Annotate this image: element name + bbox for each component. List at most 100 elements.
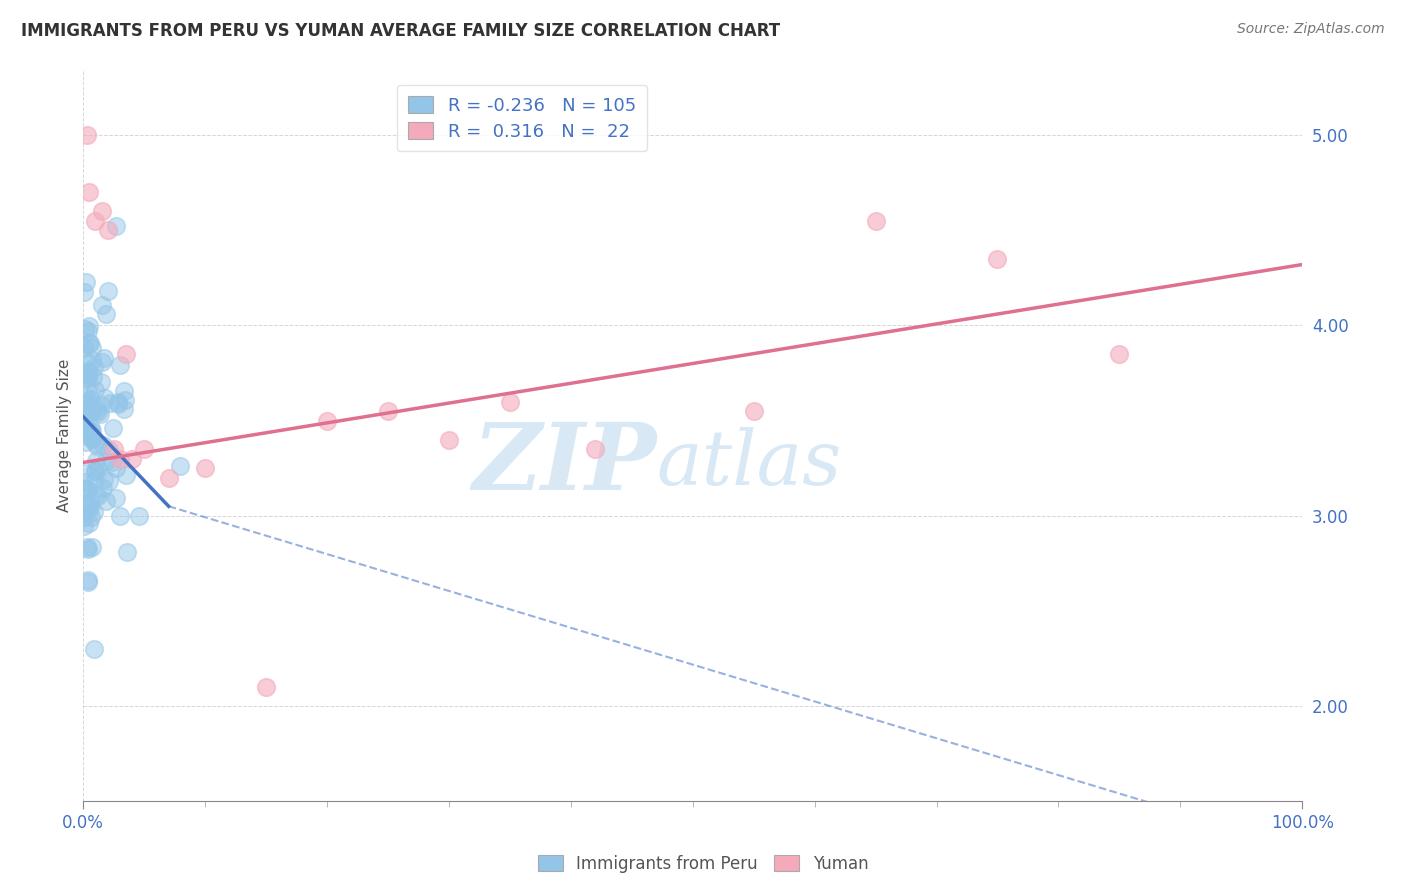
Point (73, 475, 96, 489)
Point (75, 483, 97, 497)
Point (76, 370, 98, 384)
Point (77, 573, 100, 587)
Point (73, 434, 96, 449)
Point (80, 431, 103, 445)
Point (76, 540, 98, 554)
Point (90, 298, 112, 312)
Point (316, 414, 339, 428)
Point (73, 411, 96, 425)
Point (77, 319, 100, 334)
Point (76, 575, 98, 590)
Point (80, 420, 103, 434)
Point (89, 408, 111, 422)
Point (101, 421, 124, 435)
Point (107, 397, 129, 411)
Point (80, 424, 103, 438)
Point (73, 519, 96, 533)
Point (115, 468, 138, 483)
Point (77, 396, 100, 410)
Point (73, 285, 96, 300)
Point (83, 436, 105, 450)
Point (79, 404, 101, 418)
Point (90, 204, 112, 219)
Point (94, 493, 117, 508)
Point (84, 404, 107, 418)
Legend: R = -0.236   N = 105, R =  0.316   N =  22: R = -0.236 N = 105, R = 0.316 N = 22 (398, 85, 647, 152)
Point (80, 392, 103, 407)
Point (98, 396, 121, 410)
Point (77, 383, 100, 397)
Point (194, 461, 217, 475)
Point (75, 275, 97, 289)
Point (73, 341, 96, 355)
Point (128, 508, 150, 523)
Point (107, 395, 129, 409)
Point (87, 489, 110, 503)
Point (83, 464, 105, 478)
Point (254, 680, 277, 694)
Point (121, 451, 143, 466)
Text: ZIP: ZIP (472, 419, 657, 509)
Point (83, 642, 105, 657)
Point (86, 439, 108, 453)
Point (77, 483, 100, 497)
Point (97, 223, 120, 237)
Y-axis label: Average Family Size: Average Family Size (58, 359, 72, 511)
Point (108, 359, 131, 373)
Point (1108, 347, 1130, 361)
Point (90, 398, 112, 412)
Point (77, 394, 100, 409)
Point (77, 336, 100, 351)
Legend: Immigrants from Peru, Yuman: Immigrants from Peru, Yuman (531, 848, 875, 880)
Point (75, 482, 97, 496)
Point (986, 252, 1008, 266)
Point (79, 495, 101, 509)
Point (84, 472, 107, 486)
Point (73, 509, 96, 524)
Point (83, 505, 105, 519)
Point (76, 128, 98, 142)
Point (108, 508, 131, 523)
Point (97, 474, 120, 488)
Point (437, 433, 460, 447)
Point (93, 481, 115, 495)
Point (77, 516, 100, 530)
Point (80, 427, 103, 442)
Point (82, 353, 104, 368)
Point (77, 365, 100, 379)
Point (77, 401, 100, 415)
Point (91, 437, 114, 451)
Point (84, 454, 107, 468)
Point (73, 367, 96, 381)
Point (105, 219, 128, 233)
Point (73, 401, 96, 416)
Point (80, 432, 103, 446)
Point (94, 307, 117, 321)
Point (80, 509, 103, 524)
Point (73, 406, 96, 420)
Point (114, 392, 136, 407)
Point (108, 451, 131, 466)
Point (104, 491, 127, 505)
Point (112, 384, 135, 398)
Point (77, 370, 100, 384)
Point (75, 389, 97, 403)
Point (112, 401, 135, 416)
Point (82, 341, 104, 355)
Point (73, 409, 96, 423)
Point (75, 498, 97, 512)
Point (77, 424, 100, 438)
Point (84, 488, 107, 502)
Point (80, 404, 103, 418)
Point (87, 460, 110, 475)
Point (79, 501, 101, 516)
Point (93, 351, 115, 365)
Point (115, 347, 138, 361)
Point (169, 459, 191, 474)
Point (75, 322, 97, 336)
Point (82, 370, 104, 384)
Point (76, 325, 98, 339)
Point (91, 355, 114, 369)
Point (76, 363, 98, 377)
Point (84, 213, 107, 227)
